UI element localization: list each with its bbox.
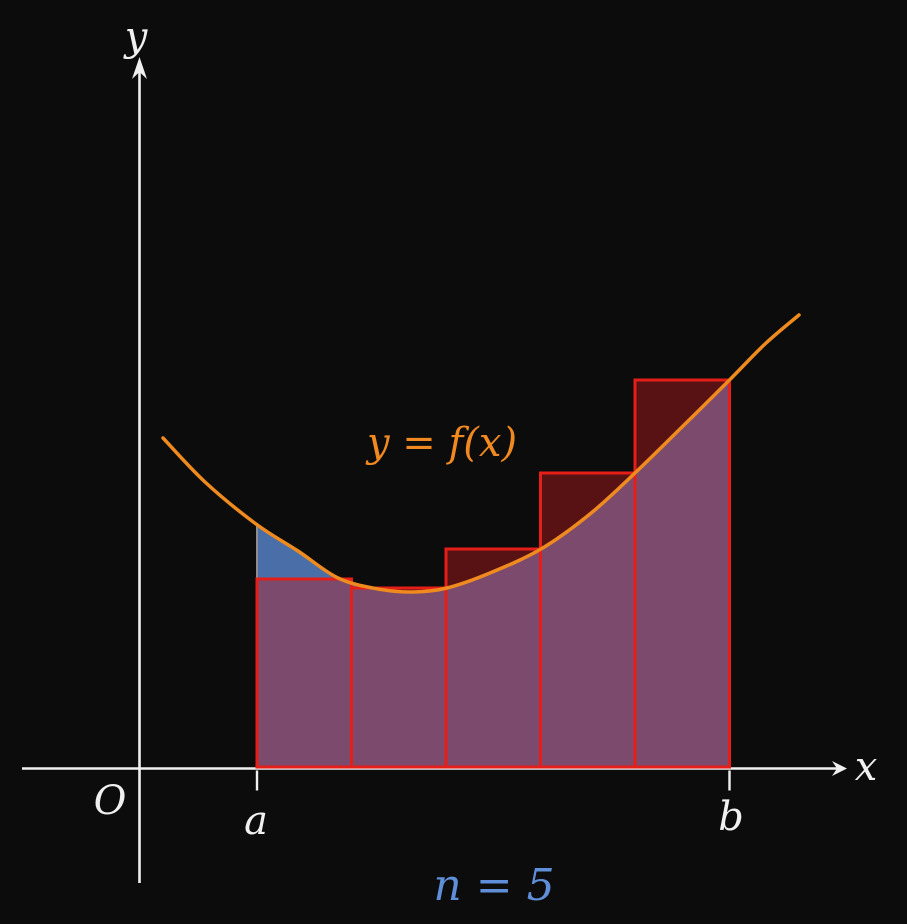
- interval-b-label: b: [718, 794, 744, 840]
- riemann-rect-outline: [633, 378, 731, 769]
- x-axis-label: x: [854, 744, 878, 790]
- riemann-rect-fill: [635, 380, 730, 767]
- n-subdivisions-label: n = 5: [433, 860, 555, 911]
- origin-label: O: [93, 778, 127, 824]
- function-label: y = f(x): [366, 420, 518, 466]
- riemann-rect-fill: [257, 579, 352, 767]
- function-curve: [161, 313, 801, 594]
- x-axis-arrowhead: [832, 761, 847, 776]
- y-axis-arrowhead: [132, 57, 147, 79]
- interval-a-label: a: [244, 798, 268, 844]
- riemann-rect-fill: [540, 473, 635, 767]
- y-axis-label: y: [124, 14, 148, 60]
- riemann-rect-fill: [446, 549, 541, 767]
- riemann-rect-fill: [351, 588, 446, 767]
